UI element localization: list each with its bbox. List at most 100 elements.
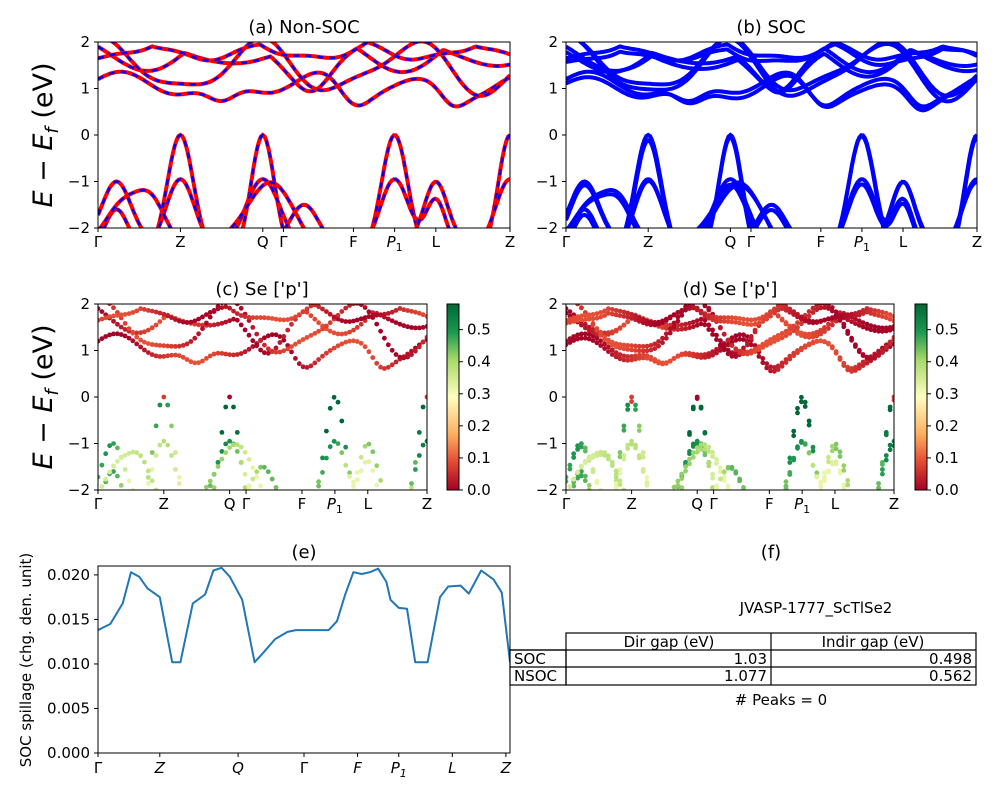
band-point xyxy=(594,480,600,486)
band-point xyxy=(795,320,800,326)
band-point xyxy=(200,322,205,328)
band-point xyxy=(671,484,677,490)
band-point xyxy=(648,322,654,328)
band-point xyxy=(254,315,260,320)
band-point xyxy=(710,332,715,337)
band-point xyxy=(837,357,843,362)
band-point xyxy=(721,474,727,480)
band-point xyxy=(745,321,750,327)
band-point xyxy=(833,315,839,320)
band-point xyxy=(694,441,700,447)
band-point xyxy=(188,339,194,344)
band-point xyxy=(161,394,167,400)
band-line-soc-split xyxy=(566,192,789,228)
band-point xyxy=(416,344,422,350)
band-point xyxy=(138,330,144,336)
band-point xyxy=(741,351,746,357)
band-point xyxy=(586,324,592,330)
colorbar-tick-label: 0.3 xyxy=(935,385,959,403)
band-point xyxy=(413,309,418,315)
band-point xyxy=(783,321,789,327)
band-point xyxy=(590,322,596,328)
band-point xyxy=(192,318,198,324)
band-point xyxy=(320,326,325,332)
band-point xyxy=(702,304,708,309)
band-point xyxy=(679,326,685,332)
band-point xyxy=(586,483,592,488)
band-point xyxy=(694,445,700,450)
band-line-soc xyxy=(156,133,510,228)
band-point xyxy=(331,394,337,400)
band-point xyxy=(687,451,692,457)
band-point xyxy=(768,313,773,319)
band-point xyxy=(219,430,225,435)
band-point xyxy=(791,428,797,434)
band-point xyxy=(872,354,878,360)
band-point xyxy=(594,331,600,337)
band-point xyxy=(130,330,136,336)
band-point xyxy=(856,322,862,328)
band-line-nsoc xyxy=(98,187,325,228)
band-point xyxy=(741,332,746,338)
band-point xyxy=(787,455,793,461)
band-point xyxy=(347,319,352,324)
band-point xyxy=(374,482,380,488)
band-point xyxy=(424,438,427,444)
band-point xyxy=(246,332,252,338)
band-point xyxy=(733,347,739,353)
band-point xyxy=(644,475,650,480)
band-point xyxy=(799,333,804,338)
band-line-soc xyxy=(98,45,510,93)
band-point xyxy=(826,341,831,347)
band-point xyxy=(617,482,623,488)
band-point xyxy=(327,320,333,326)
band-line-soc-split xyxy=(566,42,977,68)
band-point xyxy=(887,327,893,333)
band-point xyxy=(833,446,839,452)
band-point xyxy=(602,453,607,458)
colorbar-tick-label: 0.1 xyxy=(467,449,491,467)
band-point xyxy=(644,482,650,488)
band-point xyxy=(138,344,144,350)
band-point xyxy=(810,340,816,346)
band-point xyxy=(188,359,194,365)
band-point xyxy=(575,318,580,323)
band-point xyxy=(791,457,797,463)
band-point xyxy=(598,314,604,320)
band-point xyxy=(176,353,182,359)
band-point xyxy=(718,476,723,482)
band-point xyxy=(741,316,746,322)
band-point xyxy=(725,315,731,320)
band-point xyxy=(775,313,781,319)
panel-b-plot: 210−1−2Γ Z Q Γ F P1 L Z xyxy=(536,33,982,254)
band-point xyxy=(810,331,816,336)
band-point xyxy=(173,344,178,349)
band-point xyxy=(165,343,171,349)
band-point xyxy=(413,325,418,331)
band-point xyxy=(775,367,781,372)
band-point xyxy=(590,316,596,322)
band-point xyxy=(382,366,387,371)
band-point xyxy=(791,323,797,329)
band-point xyxy=(883,328,889,334)
band-point xyxy=(775,333,781,338)
band-point xyxy=(679,471,685,477)
band-point xyxy=(706,449,712,454)
band-point xyxy=(675,483,681,488)
panel-a-ytick-label: −2 xyxy=(68,219,90,237)
panel-d-bands xyxy=(566,304,894,490)
band-point xyxy=(702,446,708,452)
band-point xyxy=(613,485,619,490)
band-point xyxy=(122,467,128,472)
band-point xyxy=(126,326,132,331)
band-point xyxy=(725,465,731,471)
band-point xyxy=(366,349,372,355)
band-point xyxy=(566,478,569,484)
band-point xyxy=(389,309,395,315)
band-point xyxy=(420,312,426,318)
band-point xyxy=(409,348,414,354)
panel-e-xtick-label: Γ xyxy=(300,759,309,777)
band-point xyxy=(145,350,151,355)
panel-b-xtick-label: Q xyxy=(724,233,736,251)
band-point xyxy=(845,482,851,488)
